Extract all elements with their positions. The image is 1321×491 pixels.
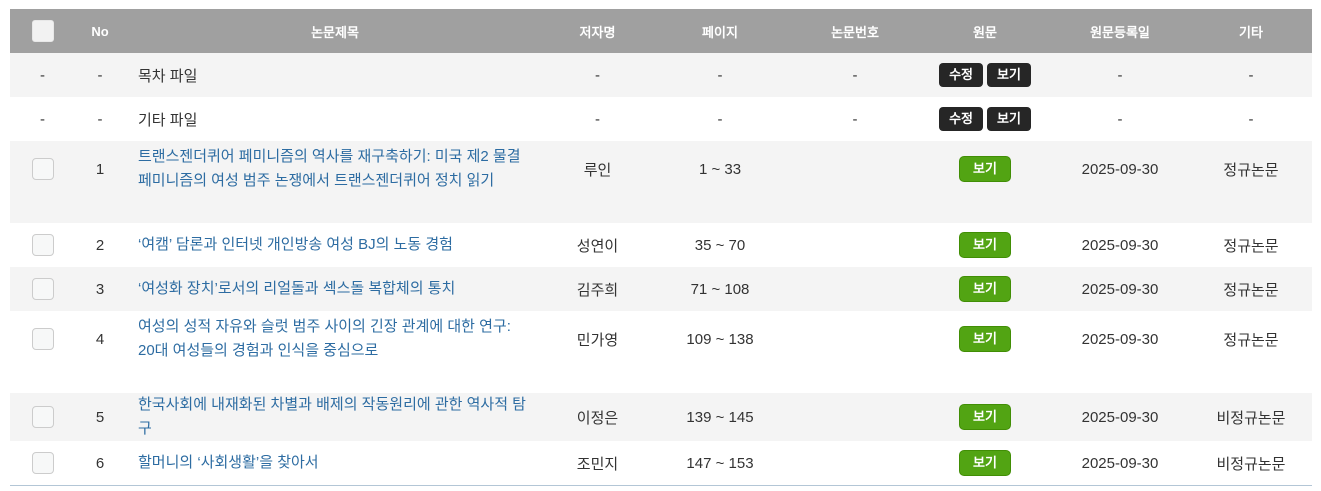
view-button[interactable]: 보기 xyxy=(987,107,1031,131)
view-fulltext-button[interactable]: 보기 xyxy=(959,232,1011,258)
file-row-toc: - - 목차 파일 - - - 수정 보기 - - xyxy=(10,53,1312,97)
paper-number-cell xyxy=(790,393,920,441)
reg-date-cell: 2025-09-30 xyxy=(1081,236,1159,254)
col-header-reg-date: 원문등록일 xyxy=(1050,9,1190,53)
paper-number-cell xyxy=(790,311,920,393)
pages-cell: 35 ~ 70 xyxy=(694,236,746,254)
paper-no-cell: 2 xyxy=(95,236,105,254)
paper-title-link[interactable]: 한국사회에 내재화된 차별과 배제의 작동원리에 관한 역사적 탐구 xyxy=(138,396,526,437)
paper-number-cell xyxy=(790,267,920,311)
row-checkbox[interactable] xyxy=(31,158,54,180)
col-header-author: 저자명 xyxy=(545,9,650,53)
dash-cell: - xyxy=(40,110,45,128)
col-header-title: 논문제목 xyxy=(125,9,545,53)
file-row-etc: - - 기타 파일 - - - 수정 보기 - - xyxy=(10,97,1312,141)
dash-cell: - xyxy=(1117,110,1123,128)
category-cell: 비정규논문 xyxy=(1216,455,1286,473)
paper-row: 5 한국사회에 내재화된 차별과 배제의 작동원리에 관한 역사적 탐구 이정은… xyxy=(10,393,1312,441)
author-cell: 성연이 xyxy=(576,237,619,255)
reg-date-cell: 2025-09-30 xyxy=(1081,454,1159,472)
col-header-pages: 페이지 xyxy=(650,9,790,53)
view-fulltext-button[interactable]: 보기 xyxy=(959,404,1011,430)
paper-no-cell: 3 xyxy=(95,280,105,298)
dash-cell: - xyxy=(595,66,600,84)
pages-cell: 71 ~ 108 xyxy=(690,280,750,298)
author-cell: 이정은 xyxy=(576,409,619,427)
dash-cell: - xyxy=(717,110,723,128)
row-checkbox[interactable] xyxy=(31,452,54,474)
dash-cell: - xyxy=(1248,66,1254,84)
view-button[interactable]: 보기 xyxy=(987,63,1031,87)
author-cell: 루인 xyxy=(583,161,612,179)
col-header-paper-no: 논문번호 xyxy=(790,9,920,53)
author-cell: 김주희 xyxy=(576,281,619,299)
dash-cell: - xyxy=(595,110,600,128)
paper-number-cell xyxy=(790,141,920,223)
paper-no-cell: 6 xyxy=(95,454,105,472)
reg-date-cell: 2025-09-30 xyxy=(1081,330,1159,348)
reg-date-cell: 2025-09-30 xyxy=(1081,280,1159,298)
dash-cell: - xyxy=(97,66,103,84)
paper-row: 2 ‘여캠’ 담론과 인터넷 개인방송 여성 BJ의 노동 경험 성연이 35 … xyxy=(10,223,1312,267)
paper-number-cell xyxy=(790,441,920,486)
row-checkbox[interactable] xyxy=(31,328,54,350)
edit-button[interactable]: 수정 xyxy=(939,63,983,87)
file-row-title: 기타 파일 xyxy=(138,111,198,129)
dash-cell: - xyxy=(852,66,858,84)
paper-number-cell xyxy=(790,223,920,267)
paper-row: 1 트랜스젠더퀴어 페미니즘의 역사를 재구축하기: 미국 제2 물결 페미니즘… xyxy=(10,141,1312,223)
view-fulltext-button[interactable]: 보기 xyxy=(959,276,1011,302)
edit-button[interactable]: 수정 xyxy=(939,107,983,131)
paper-no-cell: 4 xyxy=(95,330,105,348)
table-header-row: No 논문제목 저자명 페이지 논문번호 원문 원문등록일 기타 xyxy=(10,9,1312,53)
author-cell: 민가영 xyxy=(576,331,619,349)
category-cell: 정규논문 xyxy=(1223,161,1279,179)
paper-no-cell: 1 xyxy=(95,160,105,178)
category-cell: 정규논문 xyxy=(1223,331,1279,349)
row-checkbox[interactable] xyxy=(31,278,54,300)
dash-cell: - xyxy=(1248,110,1254,128)
col-header-fulltext: 원문 xyxy=(920,9,1050,53)
papers-table: No 논문제목 저자명 페이지 논문번호 원문 원문등록일 기타 - - 목차 … xyxy=(10,9,1312,486)
row-checkbox[interactable] xyxy=(31,234,54,256)
pages-cell: 109 ~ 138 xyxy=(686,330,754,348)
select-all-checkbox[interactable] xyxy=(31,20,54,42)
view-fulltext-button[interactable]: 보기 xyxy=(959,156,1011,182)
row-checkbox[interactable] xyxy=(31,406,54,428)
category-cell: 비정규논문 xyxy=(1216,409,1286,427)
paper-title-link[interactable]: ‘여캠’ 담론과 인터넷 개인방송 여성 BJ의 노동 경험 xyxy=(138,236,453,253)
pages-cell: 139 ~ 145 xyxy=(686,408,754,426)
paper-row: 6 할머니의 ‘사회생활’을 찾아서 조민지 147 ~ 153 보기 2025… xyxy=(10,441,1312,486)
col-header-etc: 기타 xyxy=(1190,9,1312,53)
dash-cell: - xyxy=(1117,66,1123,84)
category-cell: 정규논문 xyxy=(1223,281,1279,299)
dash-cell: - xyxy=(852,110,858,128)
col-header-no: No xyxy=(75,9,125,53)
file-row-title: 목차 파일 xyxy=(138,67,198,85)
paper-no-cell: 5 xyxy=(95,408,105,426)
pages-cell: 147 ~ 153 xyxy=(686,454,754,472)
view-fulltext-button[interactable]: 보기 xyxy=(959,450,1011,476)
col-header-checkbox xyxy=(10,9,75,53)
category-cell: 정규논문 xyxy=(1223,237,1279,255)
author-cell: 조민지 xyxy=(576,455,619,473)
paper-title-link[interactable]: 여성의 성적 자유와 슬럿 범주 사이의 긴장 관계에 대한 연구: 20대 여… xyxy=(138,318,511,359)
view-fulltext-button[interactable]: 보기 xyxy=(959,326,1011,352)
dash-cell: - xyxy=(97,110,103,128)
dash-cell: - xyxy=(717,66,723,84)
paper-row: 3 ‘여성화 장치’로서의 리얼돌과 섹스돌 복합체의 통치 김주희 71 ~ … xyxy=(10,267,1312,311)
reg-date-cell: 2025-09-30 xyxy=(1081,408,1159,426)
paper-row: 4 여성의 성적 자유와 슬럿 범주 사이의 긴장 관계에 대한 연구: 20대… xyxy=(10,311,1312,393)
paper-title-link[interactable]: 할머니의 ‘사회생활’을 찾아서 xyxy=(138,454,319,471)
dash-cell: - xyxy=(40,66,45,84)
paper-title-link[interactable]: 트랜스젠더퀴어 페미니즘의 역사를 재구축하기: 미국 제2 물결 페미니즘의 … xyxy=(138,148,521,189)
paper-title-link[interactable]: ‘여성화 장치’로서의 리얼돌과 섹스돌 복합체의 통치 xyxy=(138,280,456,297)
reg-date-cell: 2025-09-30 xyxy=(1081,160,1159,178)
pages-cell: 1 ~ 33 xyxy=(698,160,742,178)
